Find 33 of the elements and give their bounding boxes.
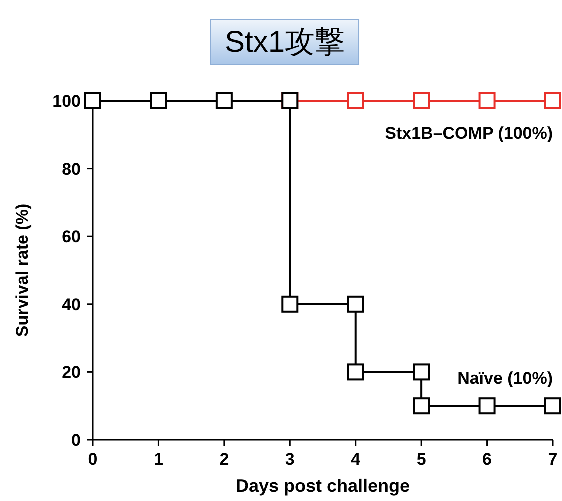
- point: [478, 92, 496, 110]
- y-axis-title: Survival rate (%): [13, 204, 32, 338]
- x-tick-label: 7: [548, 450, 558, 469]
- x-tick-label: 3: [285, 450, 295, 469]
- y-tick-label: 100: [52, 92, 81, 111]
- x-tick-label: 4: [351, 450, 362, 469]
- x-tick-label: 6: [482, 450, 492, 469]
- point: [413, 364, 430, 381]
- point: [216, 92, 233, 110]
- y-tick-label: 20: [62, 363, 81, 382]
- series-label: Stx1B–COMP (100%): [385, 124, 553, 143]
- x-tick-label: 1: [154, 450, 164, 469]
- point: [478, 398, 496, 415]
- x-tick-label: 5: [416, 450, 426, 469]
- y-tick-label: 60: [62, 228, 81, 247]
- point: [413, 92, 430, 110]
- series-label: Naïve (10%): [458, 369, 553, 388]
- point: [347, 92, 364, 110]
- point: [544, 92, 562, 110]
- y-tick-label: 0: [72, 431, 81, 450]
- y-tick-label: 80: [62, 160, 81, 179]
- point: [84, 92, 102, 110]
- y-tick-label: 40: [62, 295, 81, 314]
- point: [282, 296, 299, 313]
- point: [544, 398, 562, 415]
- point: [347, 364, 364, 381]
- x-axis-title: Days post challenge: [236, 476, 410, 496]
- x-tick-label: 2: [220, 450, 230, 469]
- point: [413, 398, 430, 415]
- x-tick-label: 0: [88, 450, 98, 469]
- point: [150, 92, 168, 110]
- chart-title: Stx1攻撃: [224, 26, 346, 59]
- point: [347, 296, 364, 313]
